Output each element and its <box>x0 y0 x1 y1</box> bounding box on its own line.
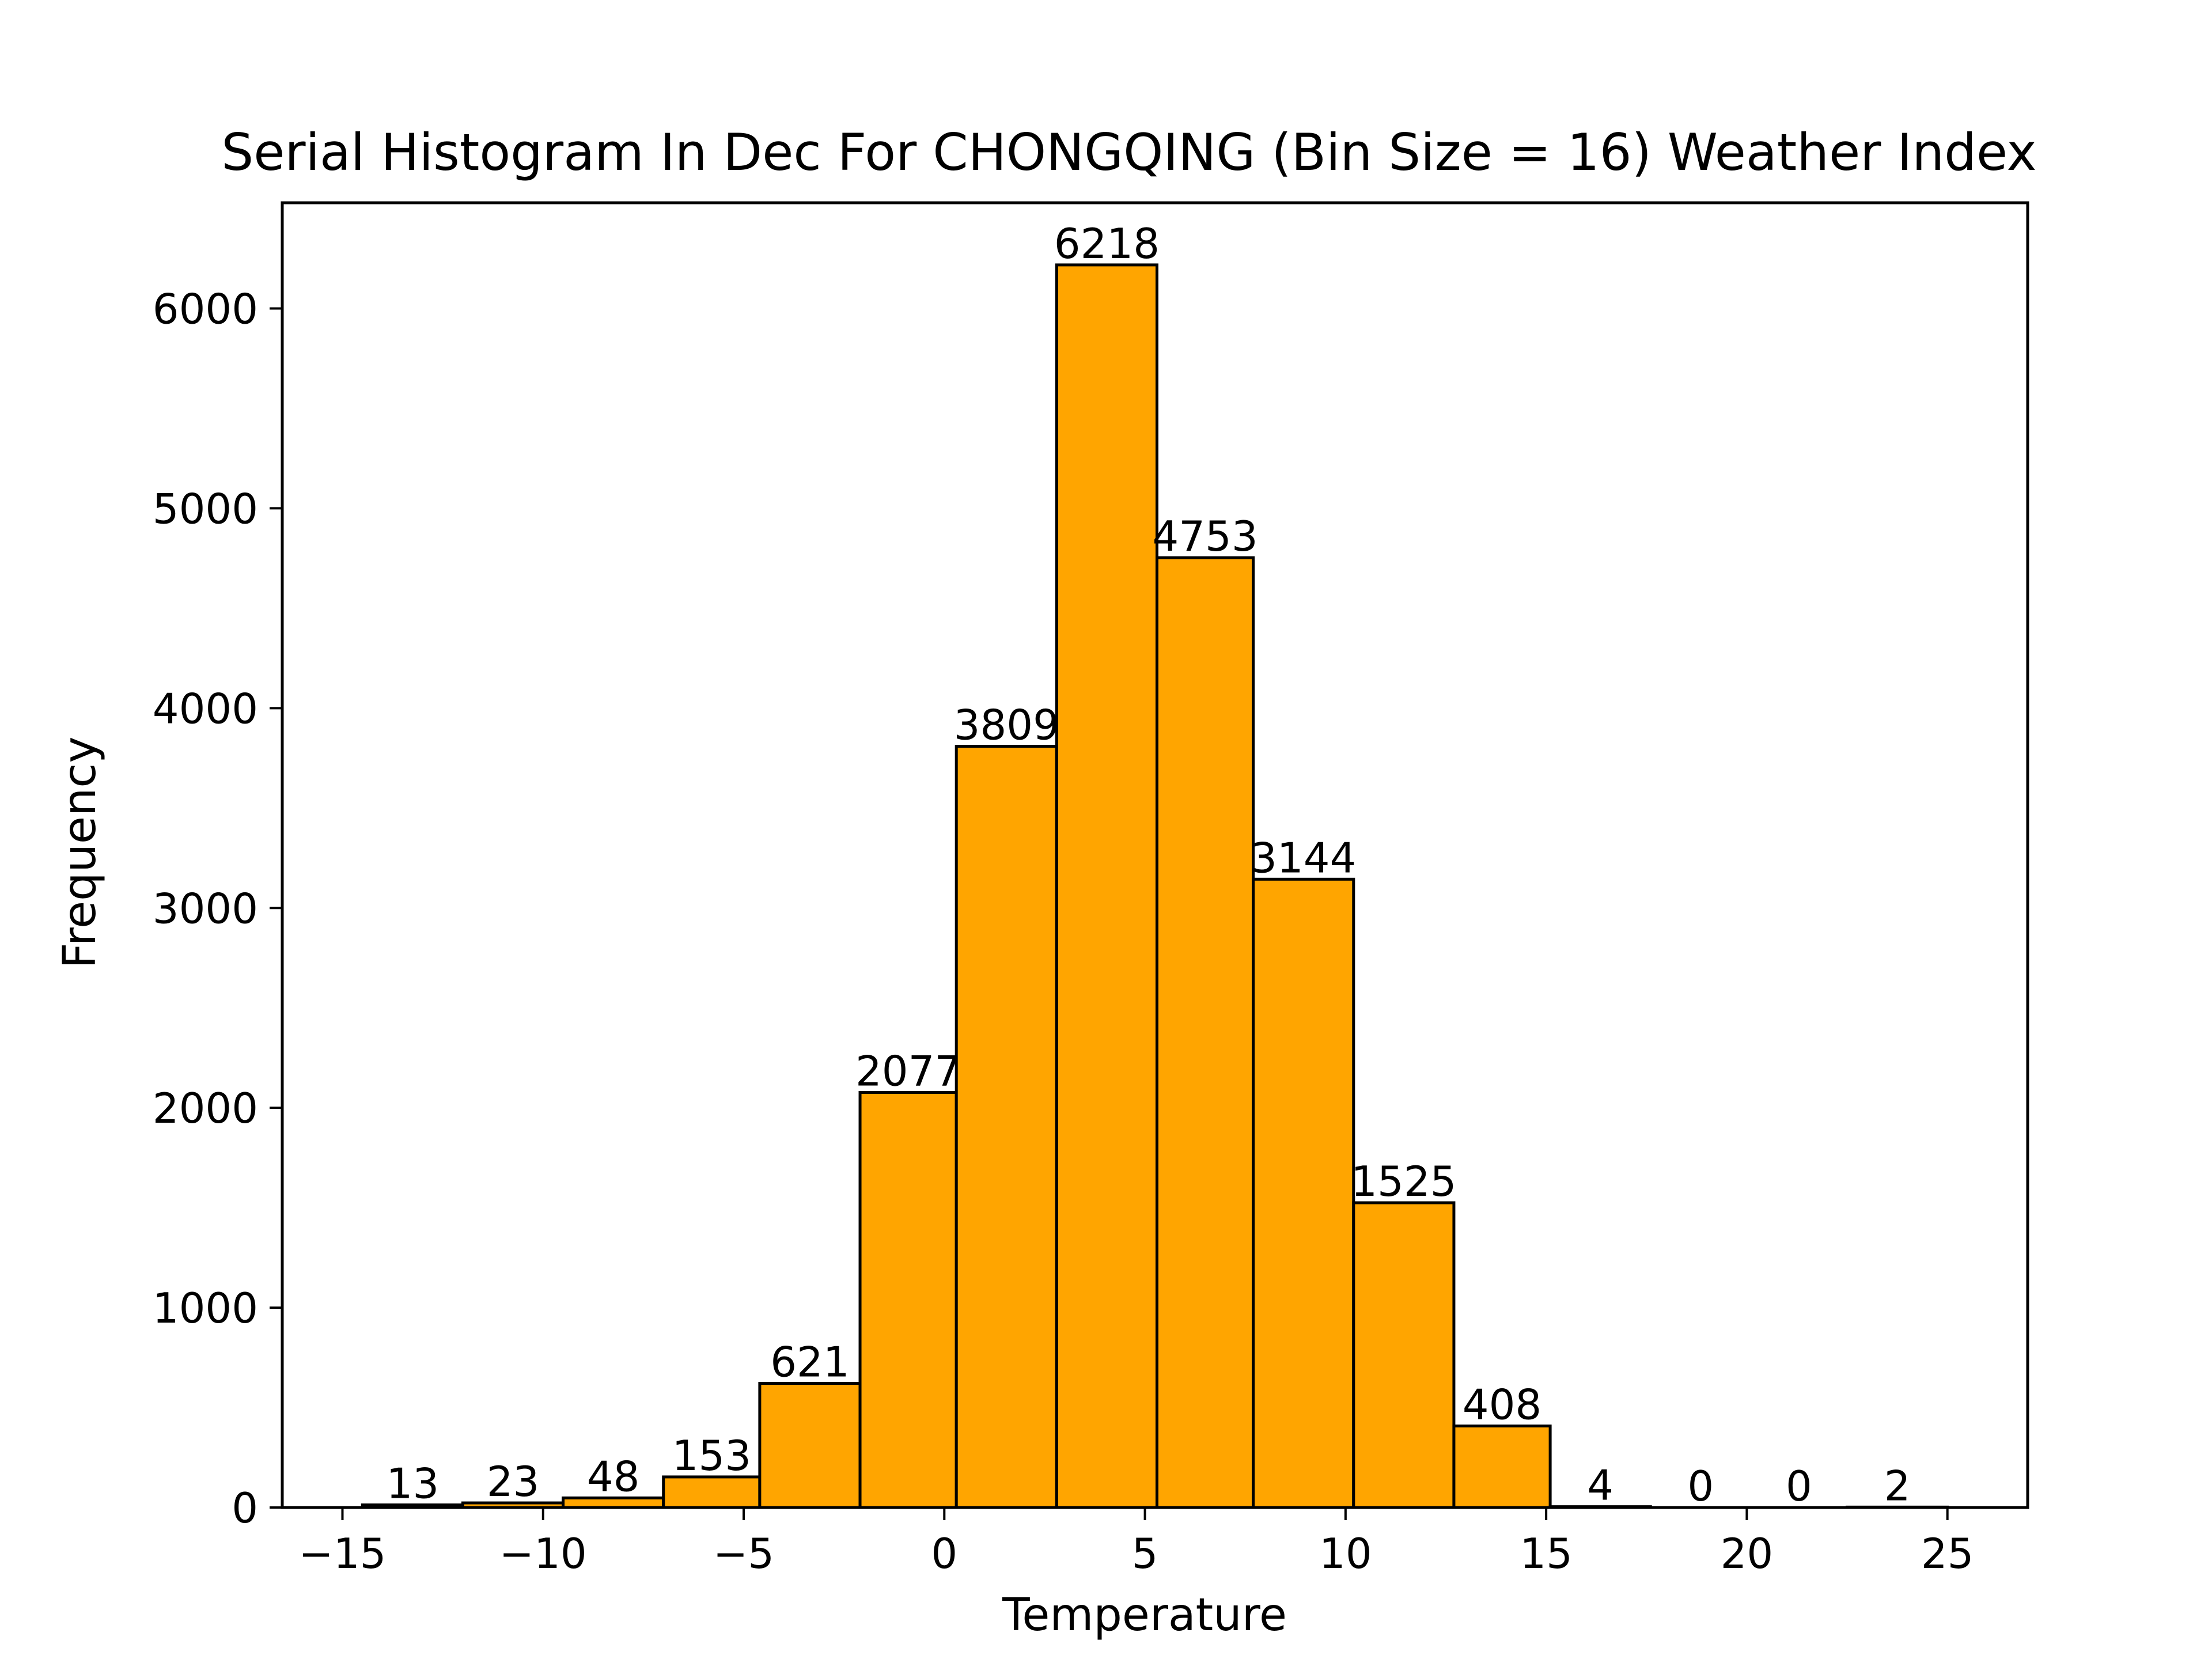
bar-value-label: 1525 <box>1351 1157 1456 1206</box>
x-tick-label: −10 <box>499 1529 587 1578</box>
x-axis-label: Temperature <box>1002 1589 1287 1641</box>
histogram-bar <box>955 745 1058 1509</box>
x-tick-label: 15 <box>1520 1529 1573 1578</box>
y-tick-label: 2000 <box>153 1084 258 1132</box>
x-tick-label: 10 <box>1319 1529 1372 1578</box>
y-tick-label: 5000 <box>153 484 258 533</box>
histogram-bar <box>858 1090 958 1509</box>
histogram-bar <box>662 1475 762 1509</box>
y-tick-label: 4000 <box>153 684 258 733</box>
histogram-bar <box>758 1382 862 1509</box>
bar-value-label: 621 <box>770 1338 849 1387</box>
bar-value-label: 48 <box>587 1452 640 1501</box>
bar-value-label: 4 <box>1587 1461 1613 1510</box>
bar-value-label: 4753 <box>1152 512 1257 560</box>
bars-group <box>361 263 1949 1509</box>
bar-labels-group: 13 23 48 153 621 2077 3809 6218 4753 3144 1525 408 4… <box>387 219 1911 1510</box>
bar-value-label: 0 <box>1786 1462 1812 1510</box>
bar-value-label: 153 <box>672 1431 751 1480</box>
bar-value-label: 13 <box>387 1459 440 1508</box>
bar-value-label: 23 <box>487 1457 540 1506</box>
x-tick-label: 5 <box>1132 1529 1158 1578</box>
x-tick-label: 20 <box>1721 1529 1774 1578</box>
bar-value-label: 2 <box>1884 1461 1911 1510</box>
chart-title: Serial Histogram In Dec For CHONGQING (B… <box>221 123 2036 182</box>
bar-value-label: 6218 <box>1054 219 1160 268</box>
y-tick-label: 0 <box>232 1484 258 1532</box>
histogram-bar <box>1452 1424 1552 1509</box>
x-tick-label: 25 <box>1921 1529 1974 1578</box>
histogram-bar <box>1055 263 1158 1509</box>
histogram-bar <box>1352 1201 1456 1509</box>
x-tick-label: −15 <box>299 1529 387 1578</box>
y-axis-label: Frequency <box>54 737 106 969</box>
histogram-bar <box>1155 556 1255 1509</box>
x-tick-label: 0 <box>931 1529 957 1578</box>
y-tick-label: 1000 <box>153 1284 258 1332</box>
x-axis-ticks: −15 −10 −5 0 5 10 15 20 25 <box>299 1508 1974 1578</box>
bar-value-label: 3144 <box>1251 834 1356 882</box>
x-tick-label: −5 <box>713 1529 774 1578</box>
y-tick-label: 6000 <box>153 285 258 334</box>
bar-value-label: 2077 <box>855 1047 961 1095</box>
histogram-bar <box>1252 877 1355 1509</box>
bar-value-label: 408 <box>1463 1380 1541 1429</box>
y-axis-ticks: 0 1000 2000 3000 4000 5000 6000 <box>153 285 282 1532</box>
bar-value-label: 0 <box>1687 1462 1714 1510</box>
plot-frame <box>281 201 2029 1509</box>
y-tick-label: 3000 <box>153 884 258 933</box>
bar-value-label: 3809 <box>954 701 1059 749</box>
